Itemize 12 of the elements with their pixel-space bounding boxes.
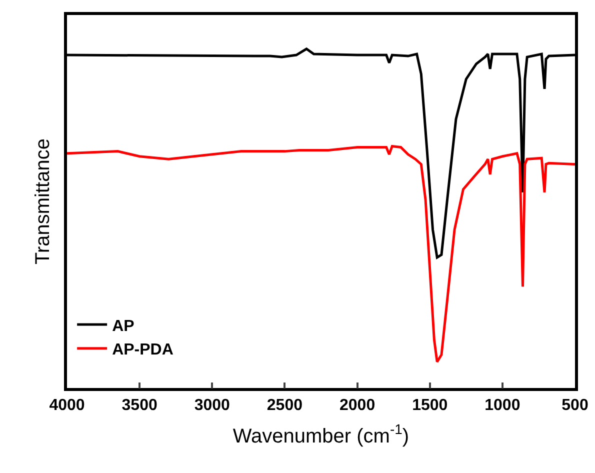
x-tick-label: 1000 (484, 396, 520, 414)
x-tick-label: 3500 (122, 396, 158, 414)
x-tick-label: 500 (562, 396, 588, 414)
x-tick-label: 2500 (266, 396, 303, 414)
legend-label: AP-PDA (112, 342, 174, 359)
legend-label: AP (112, 318, 135, 335)
x-axis-title: Wavenumber (cm$^{-1}$) (232, 421, 410, 448)
x-tick-label: 2000 (339, 396, 376, 414)
x-tick-label: 1500 (412, 396, 448, 414)
y-axis-title: Transmittance (32, 138, 54, 264)
x-tick-label: 4000 (49, 396, 85, 414)
x-tick-label: 3000 (194, 396, 230, 414)
